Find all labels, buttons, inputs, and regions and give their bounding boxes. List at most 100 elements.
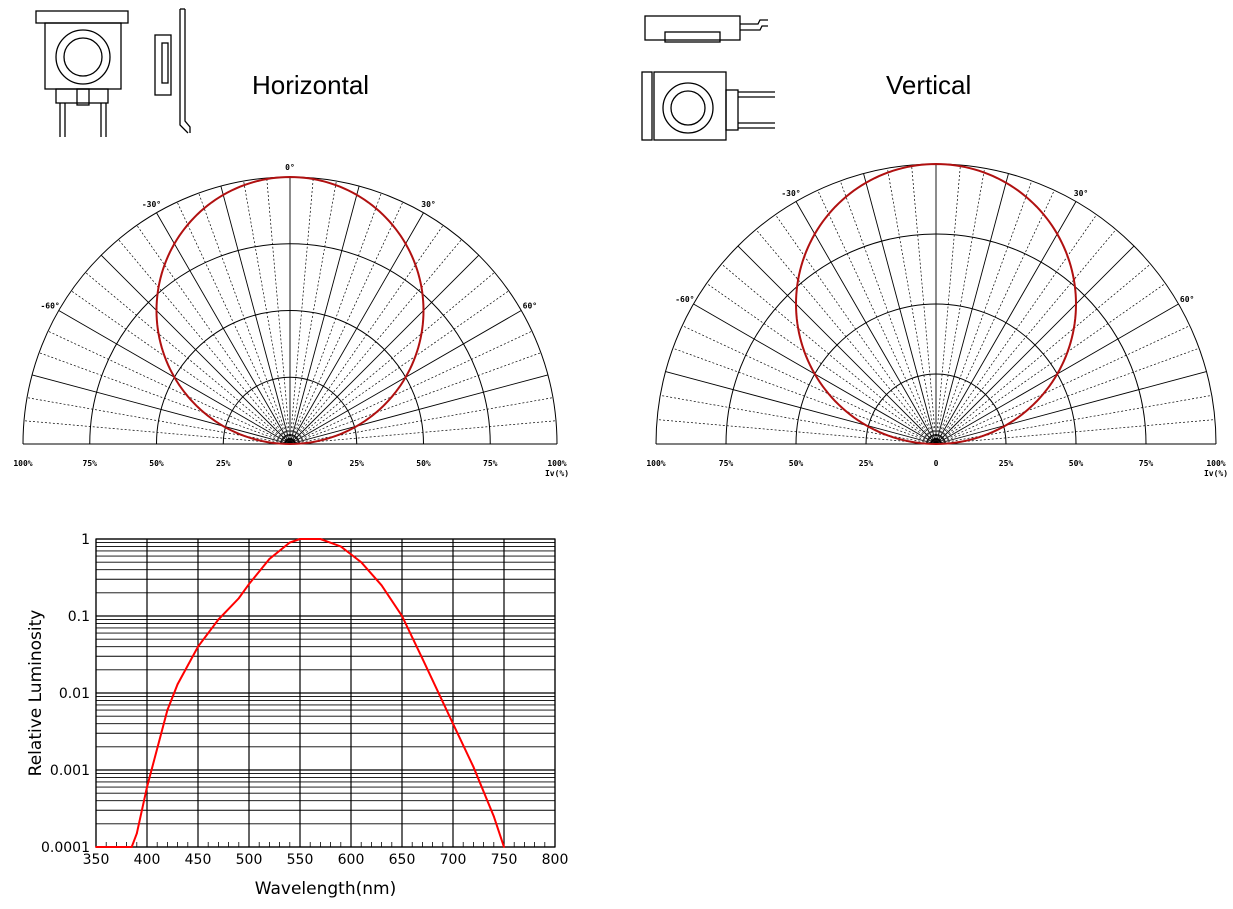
polar-data-point <box>333 435 336 437</box>
horizontal-package-drawing <box>35 8 191 137</box>
polar-tick-label: 75% <box>719 459 734 468</box>
vertical-package-drawing <box>641 15 775 141</box>
polar-data-point <box>888 434 890 437</box>
spectrum-x-tick-label: 450 <box>185 852 212 868</box>
polar-spoke <box>657 419 937 445</box>
polar-spoke <box>156 212 291 445</box>
polar-tick-label: 25% <box>999 459 1014 468</box>
polar-spoke <box>31 374 291 445</box>
polar-data-point <box>1025 195 1027 198</box>
polar-spoke <box>911 165 937 445</box>
polar-angle-label: 60° <box>523 302 537 311</box>
spectrum-x-tick-label: 750 <box>491 852 518 868</box>
polar-data-point <box>404 376 407 379</box>
horizontal-title: Horizontal <box>252 70 370 100</box>
polar-spoke <box>935 371 1207 445</box>
spectrum-y-tick-label: 0.001 <box>50 763 90 779</box>
polar-spoke <box>47 330 291 445</box>
spectrum-data-point <box>492 815 495 818</box>
polar-tick-label: 100% <box>1206 459 1225 468</box>
spectrum-x-tick-label: 350 <box>83 852 110 868</box>
polar-angle-label: 0° <box>285 163 295 172</box>
polar-data-point <box>935 443 937 445</box>
polar-data-point <box>289 176 291 178</box>
polar-angle-label: -60° <box>40 302 59 311</box>
polar-spoke <box>289 374 549 445</box>
polar-spoke <box>198 192 291 445</box>
polar-data-point <box>158 333 160 335</box>
polar-tick-label: 0 <box>934 459 939 468</box>
polar-data-point <box>845 410 848 413</box>
polar-spoke <box>935 190 1055 445</box>
polar-data-point <box>289 443 291 445</box>
polar-spoke <box>289 180 337 445</box>
polar-data-point <box>374 412 377 414</box>
polar-spoke <box>289 352 542 445</box>
polar-tick-label: 25% <box>350 459 365 468</box>
spectrum-data-point <box>288 541 291 544</box>
spectrum-y-axis-title: Relative Luminosity <box>26 610 46 777</box>
polar-data-point <box>813 373 816 375</box>
polar-spoke <box>23 420 291 445</box>
polar-data-point <box>375 207 377 209</box>
polar-spoke <box>935 180 1033 445</box>
polar-angle-label: -30° <box>781 189 800 198</box>
spectrum-data-point <box>217 618 220 621</box>
polar-spoke <box>85 272 291 445</box>
spectrum-x-tick-label: 650 <box>389 852 416 868</box>
polar-angle-label: -30° <box>142 200 161 209</box>
polar-spoke <box>795 201 937 445</box>
spectrum-x-tick-label: 500 <box>236 852 263 868</box>
polar-spoke <box>935 263 1151 445</box>
polar-angle-label: 60° <box>1180 295 1194 304</box>
polar-spoke <box>682 325 937 445</box>
spectrum-data-point <box>146 786 148 788</box>
polar-chart-horizontal: 0° -30° 30° -60° 60° 100% 75% 50% 25% 0 25% 50% 75% 1… <box>13 163 569 478</box>
polar-spoke <box>289 177 314 445</box>
polar-data-point <box>243 184 246 186</box>
spectrum-x-tick-label: 550 <box>287 852 314 868</box>
polar-data-point <box>1057 232 1059 234</box>
polar-data-point <box>173 242 175 244</box>
polar-spoke <box>775 214 937 445</box>
polar-data-point <box>1072 328 1075 330</box>
polar-spoke <box>220 185 291 445</box>
polar-tick-label: 0 <box>288 459 293 468</box>
spectrum-y-tick-label: 0.0001 <box>41 840 90 856</box>
polar-spoke <box>289 290 509 445</box>
polar-spoke <box>176 201 291 445</box>
polar-data-point <box>845 195 847 198</box>
polar-tick-label: 50% <box>416 459 431 468</box>
polar-spoke <box>935 419 1215 445</box>
polar-spoke <box>863 173 937 445</box>
polar-spoke <box>289 420 557 445</box>
spectrum-data-point <box>309 538 312 540</box>
spectrum-data-point <box>360 561 363 564</box>
spectrum-curve <box>96 538 505 848</box>
polar-data-point <box>983 171 985 174</box>
polar-data-point <box>405 242 407 244</box>
polar-tick-label: 100% <box>547 459 566 468</box>
spectrum-y-tick-label: 0.01 <box>59 686 90 702</box>
spectrum-chart: 350 400 450 500 550 600 650 700 750 800 0.0001 0.00… <box>26 532 569 899</box>
spectrum-data-point <box>421 657 424 660</box>
polar-spoke <box>243 180 291 445</box>
polar-data-point <box>244 435 247 437</box>
spectrum-data-point <box>237 597 240 600</box>
spectrum-data-point <box>95 846 97 848</box>
spectrum-x-tick-label: 800 <box>542 852 569 868</box>
polar-spoke <box>289 201 404 445</box>
polar-tick-label: 25% <box>216 459 231 468</box>
polar-spoke <box>935 347 1200 445</box>
polar-tick-label: 50% <box>789 459 804 468</box>
polar-data-point <box>1056 373 1059 375</box>
polar-spoke <box>660 395 937 445</box>
spectrum-y-tick-label: 0.1 <box>68 609 90 625</box>
spectrum-data-point <box>176 683 179 686</box>
polar-spoke <box>935 165 961 445</box>
polar-tick-label: 50% <box>1069 459 1084 468</box>
polar-tick-label: 75% <box>483 459 498 468</box>
polar-spoke <box>289 254 480 445</box>
spectrum-data-point <box>135 832 138 835</box>
polar-spoke <box>935 283 1166 445</box>
